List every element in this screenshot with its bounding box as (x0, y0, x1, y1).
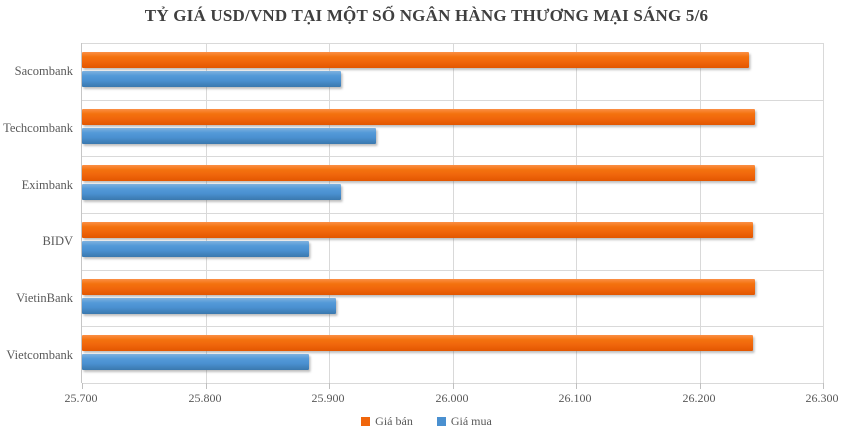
bar-giá-mua-techcombank (82, 128, 376, 144)
bar-giá-mua-vietinbank (82, 298, 336, 314)
bar-giá-bán-eximbank (82, 165, 755, 181)
legend-item-gia-mua: Giá mua (436, 414, 492, 429)
plot-area (81, 43, 824, 389)
gridline-vertical (206, 43, 207, 383)
y-category-label: Techcombank (3, 121, 73, 135)
x-tick-label: 25.900 (311, 391, 345, 405)
bar-giá-mua-vietcombank (82, 354, 309, 370)
legend-label-gia-mua: Giá mua (450, 414, 492, 428)
x-tick-label: 26.200 (682, 391, 716, 405)
chart-title: TỶ GIÁ USD/VND TẠI MỘT SỐ NGÂN HÀNG THƯƠ… (144, 6, 709, 25)
bar-giá-mua-sacombank (82, 71, 341, 87)
x-axis-tick (82, 383, 83, 389)
y-category-label: Vietcombank (6, 348, 73, 362)
y-category-label: BIDV (42, 234, 73, 248)
bar-giá-mua-bidv (82, 241, 309, 257)
y-category-label: VietinBank (16, 291, 73, 305)
x-axis-tick (329, 383, 330, 389)
legend-item-gia-ban: Giá bán (361, 414, 413, 429)
legend-swatch-gia-mua-icon (436, 417, 446, 426)
x-tick-label: 25.800 (188, 391, 222, 405)
x-axis-tick (823, 383, 824, 389)
gridline-horizontal (82, 383, 823, 384)
gridline-horizontal (82, 156, 823, 157)
x-axis-tick (206, 383, 207, 389)
gridline-vertical (329, 43, 330, 383)
y-category-label: Sacombank (14, 64, 73, 78)
x-tick-label: 25.700 (64, 391, 98, 405)
gridline-vertical (700, 43, 701, 383)
gridline-horizontal (82, 100, 823, 101)
bar-giá-bán-vietcombank (82, 335, 753, 351)
bar-giá-bán-sacombank (82, 52, 749, 68)
y-category-label: Eximbank (21, 178, 73, 192)
gridline-horizontal (82, 326, 823, 327)
legend: Giá bán Giá mua (0, 414, 853, 429)
gridline-vertical (453, 43, 454, 383)
x-tick-label: 26.100 (558, 391, 592, 405)
x-axis-tick (700, 383, 701, 389)
x-axis-tick (453, 383, 454, 389)
gridline-horizontal (82, 43, 823, 44)
gridline-horizontal (82, 270, 823, 271)
legend-label-gia-ban: Giá bán (375, 414, 413, 428)
x-tick-label: 26.000 (435, 391, 469, 405)
bar-giá-mua-eximbank (82, 184, 341, 200)
bar-giá-bán-vietinbank (82, 279, 755, 295)
gridline-vertical (823, 43, 824, 383)
bar-giá-bán-bidv (82, 222, 753, 238)
x-axis-tick (576, 383, 577, 389)
x-tick-label: 26.300 (805, 391, 839, 405)
gridline-horizontal (82, 213, 823, 214)
gridline-vertical (576, 43, 577, 383)
legend-swatch-gia-ban-icon (361, 417, 371, 426)
bar-giá-bán-techcombank (82, 109, 755, 125)
